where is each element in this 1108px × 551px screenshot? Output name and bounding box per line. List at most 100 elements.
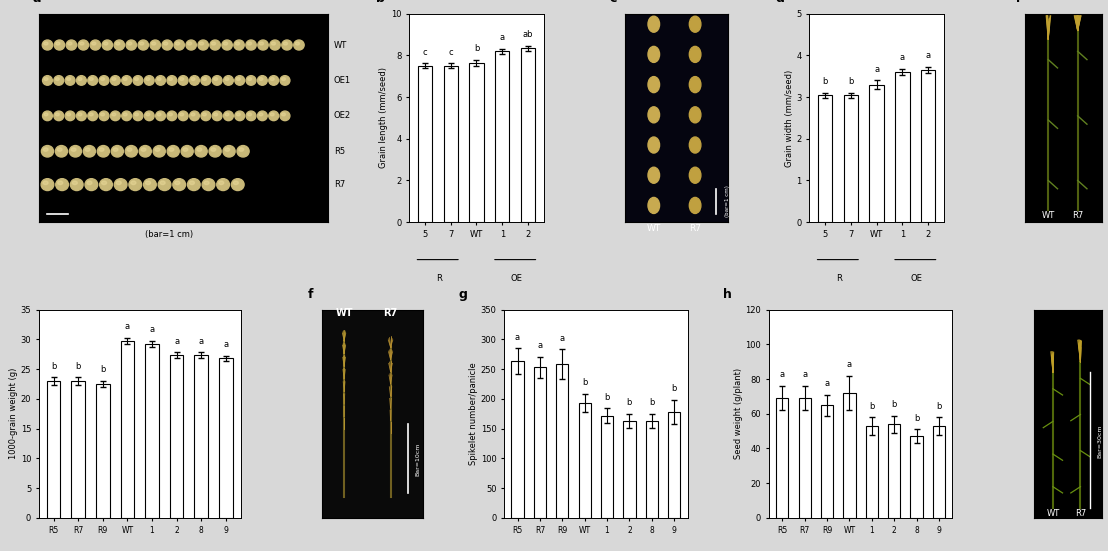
Ellipse shape [167, 111, 177, 121]
Text: a: a [537, 341, 543, 350]
Text: a: a [874, 65, 879, 74]
Text: (bar=1 cm): (bar=1 cm) [725, 185, 730, 217]
Ellipse shape [164, 42, 167, 45]
Ellipse shape [270, 113, 274, 116]
Ellipse shape [223, 145, 235, 157]
Ellipse shape [133, 111, 143, 121]
Ellipse shape [112, 113, 116, 116]
Ellipse shape [209, 40, 220, 50]
Ellipse shape [203, 113, 206, 116]
Ellipse shape [689, 137, 701, 153]
Bar [818, 95, 832, 222]
Ellipse shape [179, 113, 184, 116]
Ellipse shape [126, 40, 136, 50]
Text: OE: OE [911, 274, 923, 283]
Bar [470, 63, 483, 222]
Text: b: b [671, 385, 677, 393]
Ellipse shape [191, 78, 195, 80]
Ellipse shape [214, 78, 217, 80]
Text: R: R [837, 274, 842, 283]
Ellipse shape [44, 78, 48, 80]
Ellipse shape [157, 113, 161, 116]
Ellipse shape [71, 148, 76, 152]
Ellipse shape [212, 42, 216, 45]
Ellipse shape [101, 78, 104, 80]
Ellipse shape [54, 75, 63, 85]
Ellipse shape [201, 75, 211, 85]
Ellipse shape [224, 42, 227, 45]
Ellipse shape [145, 181, 151, 185]
Ellipse shape [90, 113, 93, 116]
Bar [933, 426, 945, 518]
Text: WT: WT [1042, 211, 1055, 220]
Text: a: a [780, 370, 784, 379]
Bar [821, 405, 833, 518]
Text: a: a [125, 322, 130, 331]
Ellipse shape [175, 42, 179, 45]
Ellipse shape [122, 111, 132, 121]
Ellipse shape [144, 75, 154, 85]
Text: b: b [75, 362, 81, 371]
Bar [512, 361, 524, 518]
Ellipse shape [270, 78, 274, 80]
Ellipse shape [235, 42, 239, 45]
Ellipse shape [41, 145, 53, 157]
Ellipse shape [92, 42, 96, 45]
Ellipse shape [68, 42, 72, 45]
Ellipse shape [55, 145, 68, 157]
Ellipse shape [181, 145, 193, 157]
Ellipse shape [146, 78, 150, 80]
Text: ab: ab [523, 30, 533, 39]
Ellipse shape [183, 148, 187, 152]
Ellipse shape [144, 179, 156, 191]
Text: a: a [198, 337, 204, 346]
Bar [668, 412, 680, 518]
Bar [799, 398, 811, 518]
Ellipse shape [65, 111, 75, 121]
Ellipse shape [247, 42, 252, 45]
Bar [865, 426, 878, 518]
Ellipse shape [54, 111, 63, 121]
Ellipse shape [281, 78, 286, 80]
Ellipse shape [234, 181, 238, 185]
Text: h: h [724, 288, 732, 301]
Bar [888, 424, 901, 518]
Ellipse shape [112, 78, 116, 80]
Ellipse shape [134, 78, 138, 80]
Ellipse shape [168, 148, 174, 152]
Ellipse shape [146, 113, 150, 116]
Ellipse shape [114, 179, 127, 191]
Ellipse shape [187, 42, 192, 45]
Ellipse shape [162, 40, 173, 50]
Ellipse shape [689, 77, 701, 93]
Ellipse shape [155, 75, 165, 85]
Ellipse shape [178, 111, 188, 121]
Ellipse shape [648, 77, 659, 93]
Ellipse shape [157, 78, 161, 80]
Ellipse shape [76, 111, 86, 121]
Ellipse shape [204, 181, 209, 185]
Text: b: b [869, 402, 874, 410]
Ellipse shape [197, 148, 202, 152]
Ellipse shape [134, 113, 138, 116]
Ellipse shape [55, 113, 59, 116]
Ellipse shape [269, 111, 278, 121]
Ellipse shape [78, 113, 82, 116]
Ellipse shape [127, 148, 132, 152]
Ellipse shape [127, 42, 132, 45]
Bar [578, 403, 591, 518]
Ellipse shape [71, 179, 83, 191]
Ellipse shape [179, 78, 184, 80]
Bar [145, 343, 158, 518]
Text: WT: WT [334, 41, 347, 50]
Ellipse shape [102, 181, 106, 185]
Ellipse shape [152, 42, 156, 45]
Ellipse shape [218, 181, 224, 185]
Ellipse shape [689, 197, 701, 213]
Bar [843, 393, 855, 518]
Text: c: c [449, 48, 453, 57]
Ellipse shape [217, 179, 229, 191]
Text: b: b [51, 362, 57, 371]
Ellipse shape [104, 42, 107, 45]
Ellipse shape [198, 40, 208, 50]
